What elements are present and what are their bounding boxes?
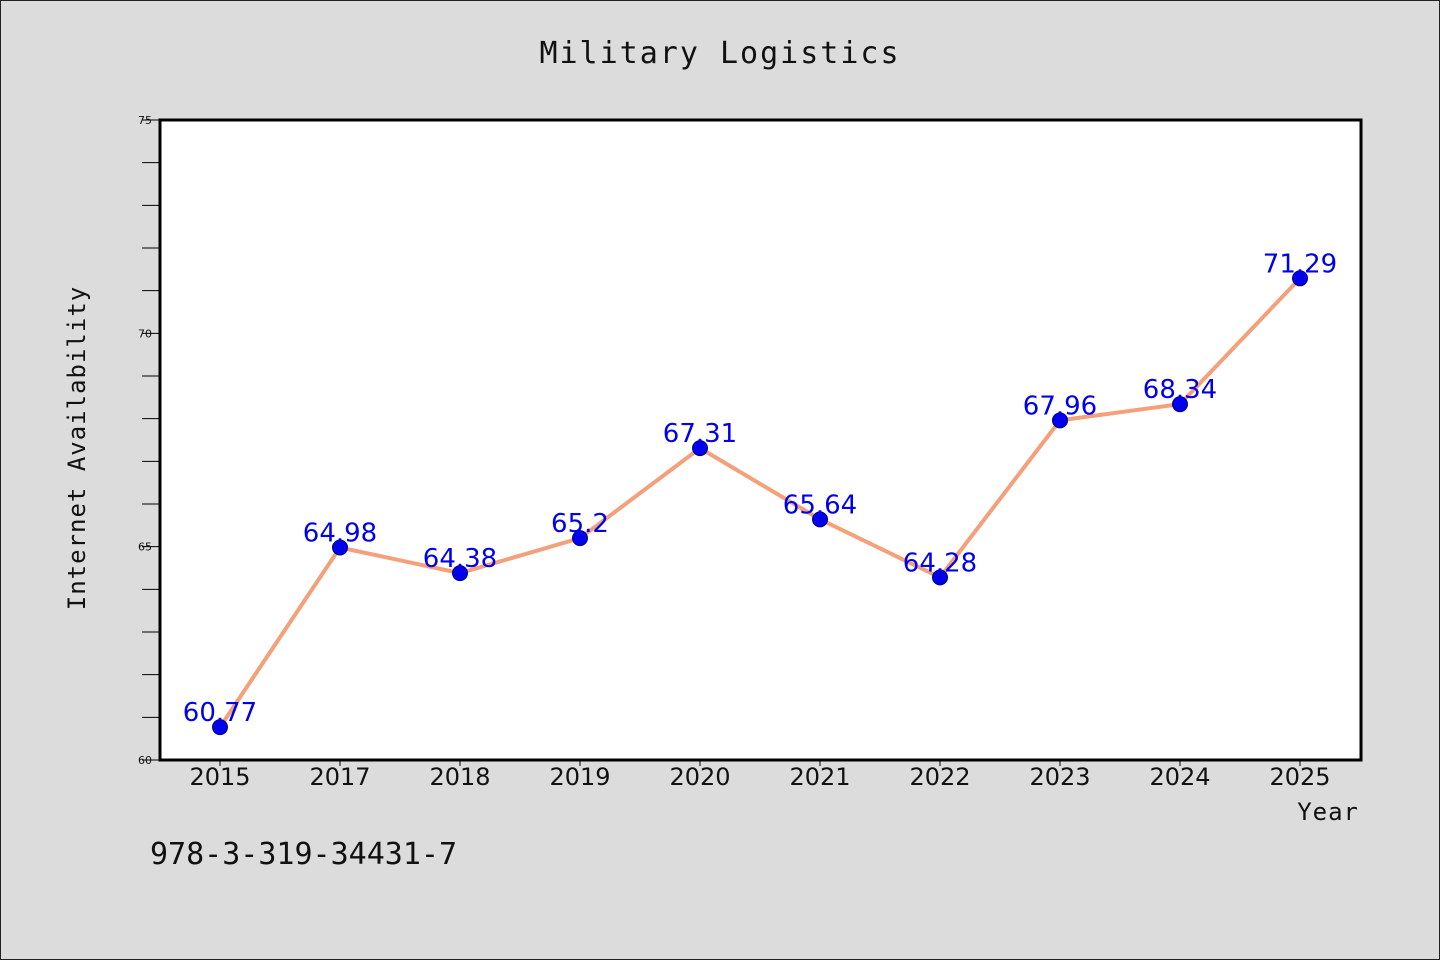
data-point <box>332 539 348 556</box>
data-labels: 60.77 64.98 64.38 65.2 67.31 65.64 64.28 67.96 6… <box>183 249 1337 728</box>
data-label: 67.96 <box>1023 391 1097 421</box>
data-point <box>812 511 828 528</box>
y-axis: 60 65 70 75 <box>138 114 160 767</box>
x-tick-label: 2015 <box>189 763 250 791</box>
data-label: 68.34 <box>1143 375 1217 405</box>
data-label: 71.29 <box>1263 249 1337 279</box>
data-point <box>212 719 228 736</box>
y-tick-label: 75 <box>138 114 152 127</box>
data-label: 60.77 <box>183 698 257 728</box>
data-point <box>692 440 708 457</box>
data-label: 64.28 <box>903 548 977 578</box>
data-label: 64.98 <box>303 519 377 549</box>
x-tick-label: 2024 <box>1149 763 1210 791</box>
data-point <box>572 530 588 547</box>
data-point <box>1052 412 1068 429</box>
data-point <box>932 569 948 586</box>
footnote-isbn: 978-3-319-34431-7 <box>150 837 457 872</box>
data-point <box>1292 270 1308 287</box>
y-tick-label: 60 <box>138 754 152 767</box>
data-label: 65.64 <box>783 490 857 520</box>
x-tick-label: 2019 <box>549 763 610 791</box>
y-axis-title: Internet Availability <box>63 286 91 610</box>
x-tick-label: 2022 <box>909 763 970 791</box>
data-point <box>1172 396 1188 413</box>
data-label: 67.31 <box>663 419 737 449</box>
series-line <box>218 276 1302 729</box>
y-tick-label: 65 <box>138 541 152 554</box>
series-markers <box>212 270 1308 736</box>
plot-area <box>158 118 1363 762</box>
data-label: 65.2 <box>551 509 609 539</box>
x-tick-label: 2020 <box>669 763 730 791</box>
x-axis: 2015 2017 2018 2019 2020 2021 2022 2023 2024 2025 <box>189 760 1331 791</box>
x-tick-label: 2023 <box>1029 763 1090 791</box>
chart-title: Military Logistics <box>539 36 900 71</box>
x-tick-label: 2017 <box>309 763 370 791</box>
data-label: 64.38 <box>423 544 497 574</box>
x-tick-label: 2021 <box>789 763 850 791</box>
y-tick-label: 70 <box>138 327 152 340</box>
x-tick-label: 2018 <box>429 763 490 791</box>
data-point <box>452 565 468 582</box>
x-axis-title: Year <box>1297 798 1359 826</box>
x-tick-label: 2025 <box>1269 763 1330 791</box>
